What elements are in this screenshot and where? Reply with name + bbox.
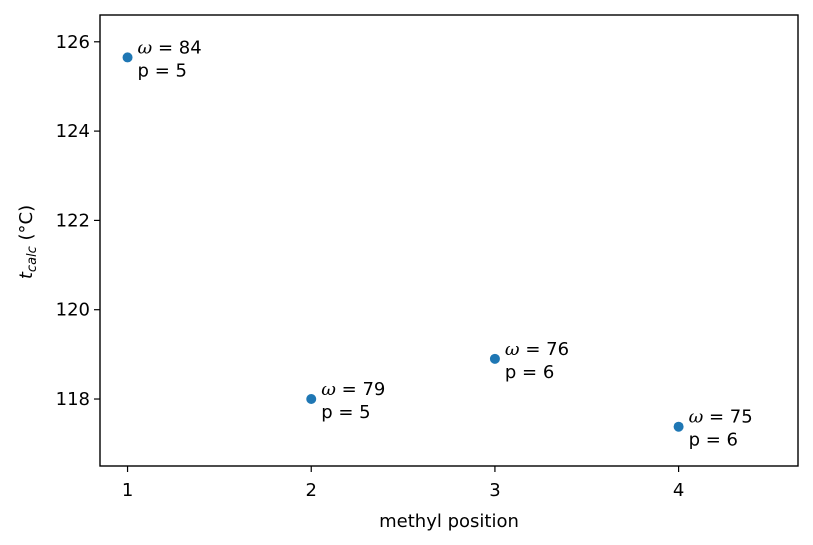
point-p-label: p = 5 <box>138 60 187 81</box>
point-omega-label: ω = 84 <box>138 37 202 58</box>
omega-symbol: ω <box>505 339 520 360</box>
x-tick-label: 2 <box>306 480 317 501</box>
y-tick-label: 126 <box>56 32 90 53</box>
y-axis-label-unit: (°C) <box>16 205 37 246</box>
y-axis-label: tcalc (°C) <box>16 205 40 279</box>
data-points <box>122 52 684 432</box>
omega-value: = 76 <box>520 339 569 360</box>
x-tick-label: 3 <box>489 480 500 501</box>
omega-symbol: ω <box>321 379 336 400</box>
point-omega-label: ω = 76 <box>505 339 569 360</box>
data-point <box>489 353 500 364</box>
x-axis-ticks: 1 2 3 4 <box>122 466 684 501</box>
omega-symbol: ω <box>138 37 153 58</box>
y-axis-ticks: 118 120 122 124 126 <box>56 32 100 410</box>
data-point <box>306 394 317 405</box>
y-axis-label-main: t <box>16 271 37 279</box>
point-omega-label: ω = 75 <box>689 407 753 428</box>
data-point <box>122 52 133 63</box>
omega-value: = 79 <box>336 379 385 400</box>
omega-value: = 75 <box>703 407 752 428</box>
y-tick-label: 124 <box>56 121 90 142</box>
plot-area <box>99 14 799 467</box>
x-axis-label: methyl position <box>379 511 519 532</box>
point-p-label: p = 6 <box>505 362 554 383</box>
point-annotations: ω = 84p = 5ω = 79p = 5ω = 76p = 6ω = 75p… <box>138 37 753 450</box>
x-tick-label: 4 <box>673 480 684 501</box>
data-point <box>673 421 684 432</box>
y-tick-label: 118 <box>56 389 90 410</box>
y-tick-label: 122 <box>56 210 90 231</box>
point-p-label: p = 5 <box>321 402 370 423</box>
omega-value: = 84 <box>152 37 201 58</box>
point-p-label: p = 6 <box>689 430 738 451</box>
y-tick-label: 120 <box>56 300 90 321</box>
point-omega-label: ω = 79 <box>321 379 385 400</box>
x-tick-label: 1 <box>122 480 133 501</box>
y-axis-label-subscript: calc <box>25 246 40 272</box>
omega-symbol: ω <box>689 407 704 428</box>
